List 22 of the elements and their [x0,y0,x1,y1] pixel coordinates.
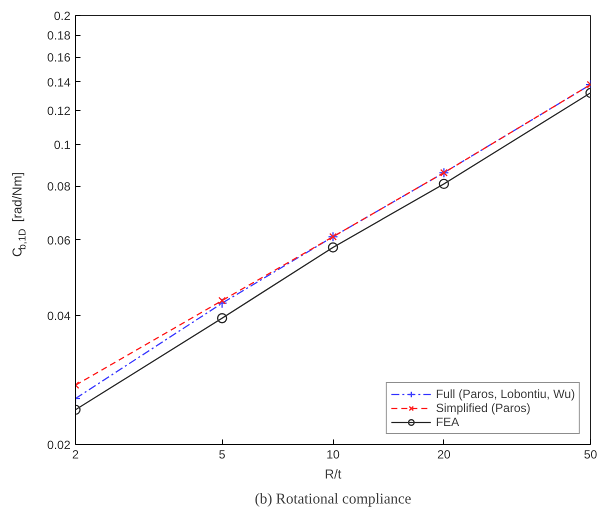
y-tick-label: 0.04 [47,308,71,323]
legend-label: Simplified (Paros) [436,401,531,415]
y-tick-label: 0.16 [47,50,71,65]
x-tick-label: 5 [218,448,226,462]
y-tick-label: 0.14 [47,75,71,90]
x-tick-label: 10 [326,448,340,462]
x-axis-title: R/t [324,466,342,482]
x-tick-label: 20 [437,448,451,462]
y-tick-label: 0.02 [47,438,71,452]
y-tick-label: 0.12 [47,104,71,118]
y-tick-label: 0.06 [47,233,71,248]
legend-label: FEA [436,415,460,429]
y-tick-label: 0.18 [47,28,71,43]
y-tick-label: 0.08 [47,180,71,194]
point [328,242,338,253]
x-tick-label: 50 [584,448,598,462]
x-tick-label: 2 [72,448,80,462]
y-axis-title: Cb,1D [rad/Nm] [10,172,28,257]
legend-label: Full (Paros, Lobontiu, Wu) [436,387,575,401]
y-tick-label: 0.2 [54,9,71,23]
text: (b) Rotational compliance [254,492,412,508]
y-tick-label: 0.1 [54,138,71,152]
